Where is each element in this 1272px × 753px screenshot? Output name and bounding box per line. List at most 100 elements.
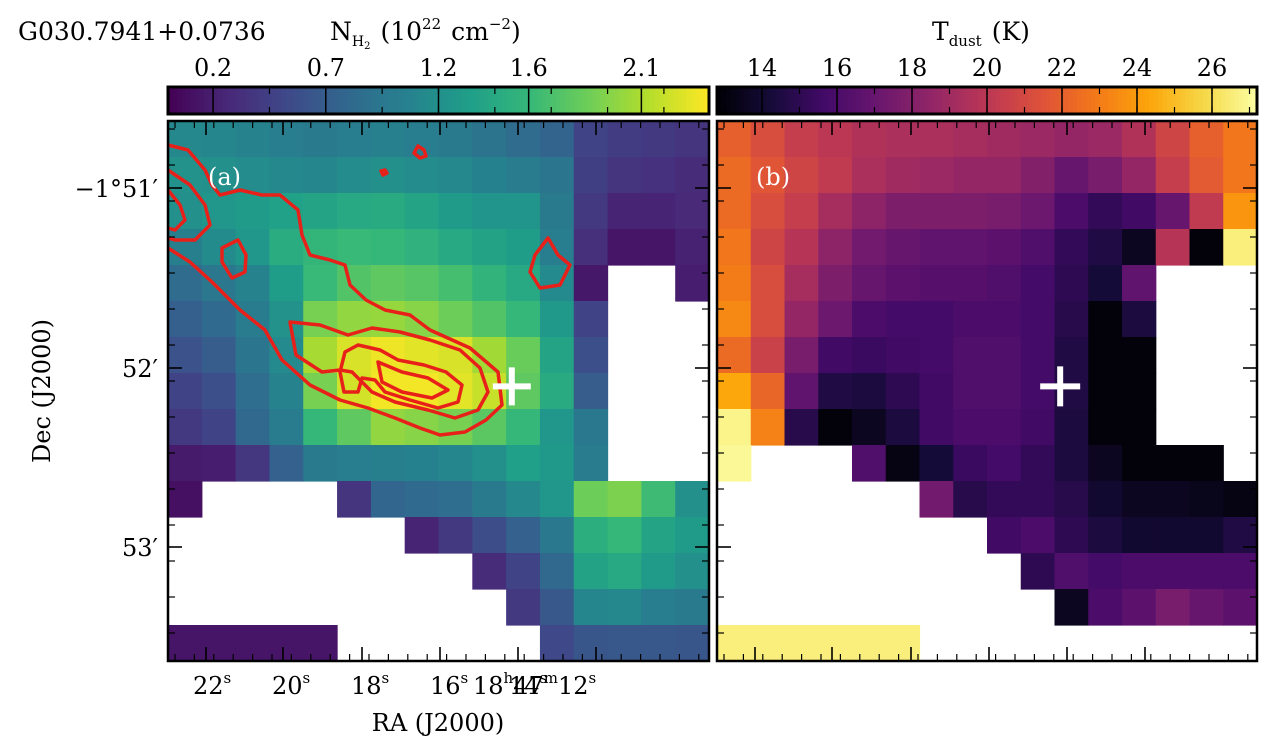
colorbar-segment <box>753 87 758 114</box>
heatmap-cell <box>1122 589 1157 626</box>
heatmap-cell <box>1054 445 1089 482</box>
heatmap-cell <box>404 481 440 518</box>
heatmap-cell <box>506 481 541 518</box>
heatmap-cell <box>303 625 338 662</box>
heatmap-cell <box>438 517 473 554</box>
colorbar-segment <box>438 87 444 114</box>
heatmap-cell <box>1189 589 1224 626</box>
colorbar-segment <box>244 87 250 114</box>
heatmap-cell <box>607 229 642 266</box>
heatmap-cell <box>337 229 372 266</box>
colorbar-segment <box>757 87 763 114</box>
colorbar-segment <box>928 87 934 114</box>
colorbar-segment <box>892 87 898 114</box>
heatmap-cell <box>168 625 203 662</box>
colorbar-segment <box>1099 87 1105 114</box>
colorbar-segment <box>996 87 1001 114</box>
heatmap-cell <box>201 445 237 482</box>
colorbar-segment <box>172 87 178 114</box>
heatmap-cell <box>607 157 642 194</box>
colorbar-segment <box>519 87 525 114</box>
heatmap-b-cells <box>717 121 1258 662</box>
heatmap-cell <box>1054 589 1089 626</box>
colorbar-segment <box>654 87 660 114</box>
colorbar-left-title: NH2(1022 cm−2) <box>330 15 521 52</box>
colorbar-segment <box>870 87 875 114</box>
colorbar-segment <box>280 87 286 114</box>
heatmap-cell <box>818 157 853 194</box>
colorbar-segment <box>888 87 893 114</box>
heatmap-cell <box>303 409 338 446</box>
heatmap-cell <box>573 301 609 338</box>
heatmap-cell <box>885 337 921 374</box>
colorbar-segment <box>1072 87 1078 114</box>
contours-a <box>166 143 572 437</box>
colorbar-segment <box>528 87 534 114</box>
colorbar-segment <box>1207 87 1213 114</box>
heatmap-cell <box>1189 553 1224 590</box>
heatmap-cell <box>168 445 203 482</box>
colorbar-segment <box>1050 87 1055 114</box>
source-label: G030.7941+0.0736 <box>18 17 266 46</box>
colorbar-segment <box>1005 87 1010 114</box>
heatmap-cell <box>269 301 304 338</box>
heatmap-cell <box>953 157 988 194</box>
colorbar-segment <box>937 87 943 114</box>
heatmap-cell <box>1054 553 1089 590</box>
heatmap-cell <box>201 121 237 158</box>
colorbar-tick-label: 0.2 <box>194 54 232 82</box>
colorbar-segment <box>546 87 552 114</box>
heatmap-cell <box>885 265 921 302</box>
heatmap-cell <box>987 121 1022 158</box>
heatmap-cell <box>1088 301 1123 338</box>
heatmap-cell <box>539 373 575 410</box>
heatmap-cell <box>852 265 887 302</box>
heatmap-cell <box>269 409 304 446</box>
colorbar-segment <box>1018 87 1024 114</box>
heatmap-cell <box>885 157 921 194</box>
heatmap-cell <box>885 373 921 410</box>
heatmap-cell <box>539 157 575 194</box>
colorbar-segment <box>578 87 584 114</box>
heatmap-cell <box>1122 265 1157 302</box>
colorbar-segment <box>506 87 512 114</box>
heatmap-cell <box>919 121 954 158</box>
colorbar-tick-label: 20 <box>972 54 1003 82</box>
colorbar-segment <box>1194 87 1199 114</box>
heatmap-cell <box>506 445 541 482</box>
colorbar-segment <box>802 87 808 114</box>
colorbar-right-title: Tdust (K) <box>932 17 1030 50</box>
colorbar-segment <box>177 87 183 114</box>
colorbar-segment <box>479 87 485 114</box>
heatmap-cell <box>1020 265 1056 302</box>
colorbar-segment <box>1180 87 1186 114</box>
colorbar-segment <box>551 87 557 114</box>
colorbar-segment <box>951 87 956 114</box>
colorbar-tick-label: 26 <box>1197 54 1228 82</box>
heatmap-cell <box>641 589 676 626</box>
colorbar-segment <box>798 87 803 114</box>
colorbar-tick-label: 16 <box>822 54 853 82</box>
heatmap-cell <box>539 625 575 662</box>
y-tick-label: 52′ <box>122 355 158 383</box>
colorbar-segment <box>222 87 228 114</box>
heatmap-cell <box>337 445 372 482</box>
heatmap-cell <box>438 229 473 266</box>
colorbar-segment <box>605 87 611 114</box>
heatmap-cell <box>472 229 507 266</box>
heatmap-cell <box>717 445 752 482</box>
colorbar-segment <box>461 87 467 114</box>
heatmap-cell <box>1088 445 1123 482</box>
colorbar-segment <box>789 87 794 114</box>
colorbar-segment <box>861 87 866 114</box>
colorbar-segment <box>636 87 642 114</box>
colorbar-segment <box>1090 87 1096 114</box>
colorbar-segment <box>249 87 255 114</box>
colorbar-segment <box>766 87 772 114</box>
heatmap-cell <box>438 445 473 482</box>
heatmap-cell <box>1223 553 1258 590</box>
colorbar-segment <box>285 87 291 114</box>
x-tick-label: 20s <box>272 669 310 700</box>
colorbar-segment <box>1036 87 1042 114</box>
heatmap-cell <box>539 121 575 158</box>
